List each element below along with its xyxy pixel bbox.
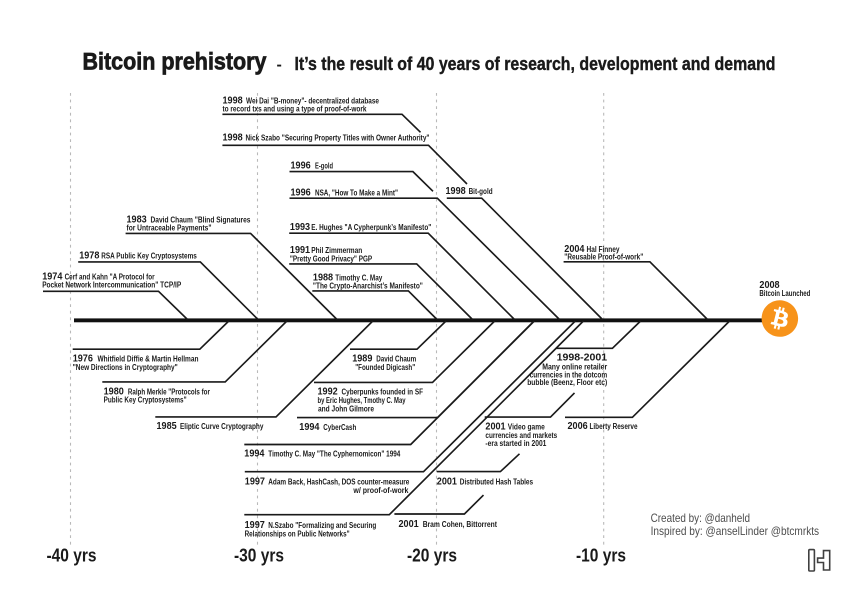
svg-text:1988: 1988 <box>313 272 333 283</box>
svg-text:David Chaum: David Chaum <box>376 355 416 364</box>
svg-text:1994: 1994 <box>244 449 264 460</box>
svg-text:Distributed Hash Tables: Distributed Hash Tables <box>460 477 534 486</box>
svg-text:Wei Dai "B-money"- decentraliz: Wei Dai "B-money"- decentralized databas… <box>246 96 379 105</box>
svg-text:1997: 1997 <box>245 476 265 487</box>
svg-text:Whitfield Diffie & Martin Hell: Whitfield Diffie & Martin Hellman <box>98 355 199 364</box>
svg-text:2001: 2001 <box>399 519 419 530</box>
svg-text:1996: 1996 <box>291 188 311 199</box>
svg-text:2006: 2006 <box>568 421 588 432</box>
svg-text:Ralph Merkle "Protocols for: Ralph Merkle "Protocols for <box>128 387 210 396</box>
svg-text:1997: 1997 <box>245 520 265 531</box>
svg-text:Cerf and Kahn "A Protocol for: Cerf and Kahn "A Protocol for <box>65 273 155 282</box>
svg-text:Cyberpunks founded in SF: Cyberpunks founded in SF <box>342 387 424 396</box>
svg-text:CyberCash: CyberCash <box>323 423 356 432</box>
svg-text:Bitcoin Launched: Bitcoin Launched <box>759 289 810 298</box>
svg-text:1998: 1998 <box>446 186 466 197</box>
svg-text:It’s the result of 40 years of: It’s the result of 40 years of research,… <box>295 53 776 74</box>
svg-text:1991: 1991 <box>290 245 310 256</box>
svg-text:currencies in the dotcom: currencies in the dotcom <box>530 370 608 379</box>
svg-text:1976: 1976 <box>73 354 93 365</box>
svg-text:1998: 1998 <box>223 95 243 106</box>
svg-text:David Chaum "Blind Signatures: David Chaum "Blind Signatures <box>151 215 251 224</box>
svg-text:1974: 1974 <box>42 272 62 283</box>
svg-text:1978: 1978 <box>79 250 99 261</box>
svg-text:currencies and markets: currencies and markets <box>485 431 557 440</box>
svg-text:"New Directions in Cryptograph: "New Directions in Cryptography" <box>73 363 178 372</box>
svg-text:1983: 1983 <box>127 214 147 225</box>
svg-text:Nick Szabo "Securing Property: Nick Szabo "Securing Property Titles wit… <box>246 133 430 142</box>
svg-text:Many online retailer: Many online retailer <box>542 362 607 371</box>
svg-text:Timothy C. May "The Cyphernomi: Timothy C. May "The Cyphernomicon" 1994 <box>268 450 400 459</box>
svg-text:to record txs and using a type: to record txs and using a type of proof-… <box>223 105 367 114</box>
svg-text:2001: 2001 <box>437 476 457 487</box>
svg-text:Liberty Reserve: Liberty Reserve <box>590 422 638 431</box>
svg-text:1998: 1998 <box>223 132 243 143</box>
svg-text:2008: 2008 <box>759 280 779 291</box>
svg-text:Timothy C. May: Timothy C. May <box>335 273 382 282</box>
svg-text:Created by: @danheld: Created by: @danheld <box>651 511 750 525</box>
svg-text:2001: 2001 <box>485 421 505 432</box>
svg-text:"The Crypto-Anarchist’s Manife: "The Crypto-Anarchist’s Manifesto" <box>313 282 423 291</box>
svg-text:Public Key Cryptosystems": Public Key Cryptosystems" <box>104 396 187 405</box>
svg-text:1989: 1989 <box>352 354 372 365</box>
svg-text:-: - <box>277 56 282 73</box>
svg-text:for Untraceable Payments": for Untraceable Payments" <box>127 224 212 233</box>
svg-text:by Eric Hughes, Tmothy C. May: by Eric Hughes, Tmothy C. May <box>318 396 406 405</box>
svg-text:NSA, "How To Make a Mint": NSA, "How To Make a Mint" <box>315 189 398 198</box>
svg-text:w/ proof-of-work: w/ proof-of-work <box>353 486 409 495</box>
svg-text:RSA Public Key Cryptosystems: RSA Public Key Cryptosystems <box>101 251 197 260</box>
svg-text:E. Hughes "A Cypherpunk’s Mani: E. Hughes "A Cypherpunk’s Manifesto" <box>311 223 431 232</box>
svg-text:1994: 1994 <box>299 422 319 433</box>
svg-text:Phil Zimmerman: Phil Zimmerman <box>311 246 362 255</box>
svg-text:Bitcoin prehistory: Bitcoin prehistory <box>83 49 267 76</box>
svg-text:Hal Finney: Hal Finney <box>587 245 620 254</box>
svg-text:1980: 1980 <box>104 386 124 397</box>
svg-text:2004: 2004 <box>564 244 584 255</box>
svg-text:Eliptic Curve Cryptography: Eliptic Curve Cryptography <box>180 422 264 431</box>
svg-text:"Founded Digicash": "Founded Digicash" <box>355 363 415 372</box>
svg-text:-era started in 2001: -era started in 2001 <box>485 439 546 448</box>
svg-text:E-gold: E-gold <box>315 162 333 171</box>
svg-text:"Reusable Proof-of-work": "Reusable Proof-of-work" <box>564 253 643 262</box>
svg-text:1998-2001: 1998-2001 <box>557 353 608 364</box>
svg-text:Video game: Video game <box>508 422 545 431</box>
svg-text:-40 yrs: -40 yrs <box>47 545 97 566</box>
svg-text:-20 yrs: -20 yrs <box>407 545 457 566</box>
svg-text:bubble (Beenz, Floor etc): bubble (Beenz, Floor etc) <box>527 378 607 387</box>
svg-text:Bit-gold: Bit-gold <box>469 187 493 196</box>
svg-text:"Pretty Good Privacy" PGP: "Pretty Good Privacy" PGP <box>290 254 373 263</box>
svg-text:Pocket Network Intercommunicat: Pocket Network Intercommunication" TCP/I… <box>42 281 182 290</box>
svg-text:1996: 1996 <box>291 161 311 172</box>
svg-text:N.Szabo "Formalizing and Secur: N.Szabo "Formalizing and Securing <box>268 521 376 530</box>
svg-text:-10 yrs: -10 yrs <box>576 545 626 566</box>
svg-text:1992: 1992 <box>318 386 338 397</box>
svg-text:Relationships on Public Networ: Relationships on Public Networks" <box>245 530 350 539</box>
svg-text:and John Gilmore: and John Gilmore <box>318 405 374 414</box>
svg-text:1993: 1993 <box>290 222 310 233</box>
svg-text:Bram Cohen, Bittorrent: Bram Cohen, Bittorrent <box>423 520 498 529</box>
svg-text:-30 yrs: -30 yrs <box>234 545 284 566</box>
svg-text:1985: 1985 <box>157 421 177 432</box>
svg-text:Inspired by: @anselLinder @btc: Inspired by: @anselLinder @btcmrkts <box>651 524 820 538</box>
svg-text:Adam Back, HashCash, DOS count: Adam Back, HashCash, DOS counter-measure <box>268 477 409 486</box>
